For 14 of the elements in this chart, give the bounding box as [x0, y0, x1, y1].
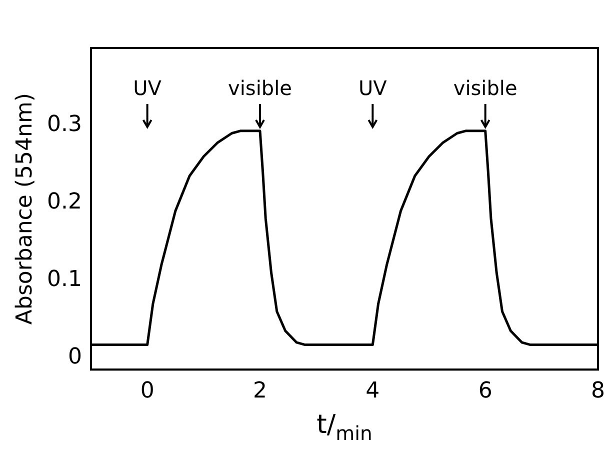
y-axis-title: Absorbance (554nm) — [12, 93, 38, 325]
y-tick-label: 0.1 — [46, 267, 82, 292]
annotation: visible — [228, 76, 292, 100]
x-tick-label: 8 — [591, 378, 605, 404]
annotation: UV — [358, 76, 388, 100]
annotation: UV — [133, 76, 162, 100]
x-tick-label: 2 — [252, 378, 267, 404]
y-tick-label: 0.3 — [46, 112, 82, 138]
x-tick-label: 0 — [140, 378, 154, 404]
annotation: visible — [453, 76, 518, 100]
x-tick-label: 4 — [366, 378, 380, 404]
y-tick-label: 0.2 — [46, 190, 82, 215]
x-tick-label: 6 — [478, 378, 492, 404]
y-tick-label: 0 — [68, 344, 82, 370]
